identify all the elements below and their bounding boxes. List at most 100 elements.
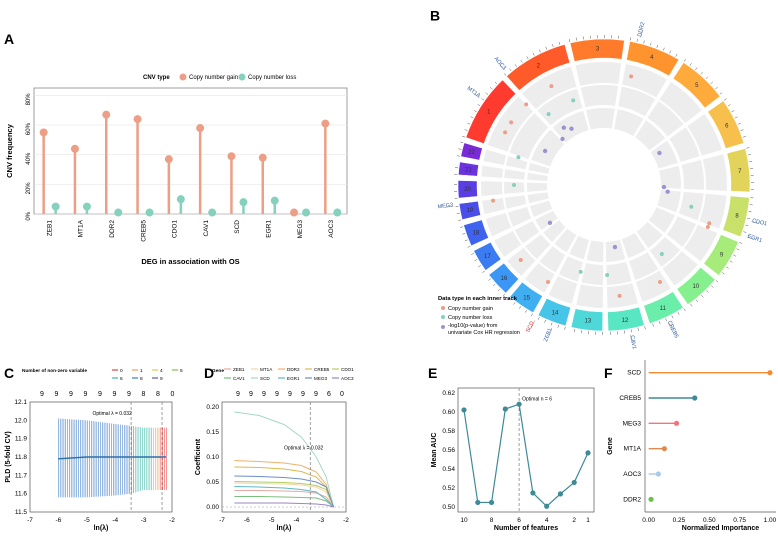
circos-track-background [507, 206, 532, 227]
panel-c-ytick: 11.8 [15, 454, 28, 461]
panel-a-loss-point [239, 198, 248, 207]
circos-tick [502, 293, 506, 297]
circos-track-background [525, 234, 551, 260]
panel-label-a: A [4, 31, 14, 47]
panel-a-xtick: EGR1 [265, 220, 272, 238]
panel-d-xtick: -4 [294, 517, 300, 524]
circos-track-background [535, 210, 558, 231]
circos-chromosome-label: 13 [584, 319, 591, 325]
circos-tick [736, 248, 740, 251]
circos-chromosome-label: 15 [523, 295, 530, 301]
panel-d-coef-line [234, 490, 335, 508]
panel-a-loss-point [208, 208, 217, 217]
circos-gene-label: CAV1 [629, 335, 637, 350]
circos-gene-leader [630, 334, 632, 343]
circos-tick [490, 87, 493, 90]
panel-e-xlabel: Number of features [494, 525, 558, 532]
circos-tick [675, 53, 678, 57]
circos-gene-leader [498, 64, 505, 71]
panel-d-ytick: 0.20 [206, 404, 219, 411]
circos-chromosome-segment [463, 219, 489, 247]
circos-track-background [543, 220, 566, 242]
circos-track-background [618, 86, 656, 117]
circos-cnv-point [571, 98, 576, 103]
circos-cnv-point [516, 155, 521, 160]
circos-track-background [531, 129, 565, 167]
circos-track-background [514, 221, 540, 244]
circos-gene-leader [531, 320, 536, 328]
panel-a-loss-point [333, 208, 342, 217]
circos-tick [564, 326, 566, 330]
panel-c-top-count: 8 [142, 391, 146, 398]
circos-tick [467, 245, 471, 248]
panel-d-coef-line [234, 475, 335, 508]
panel-e-xtick: 4 [545, 517, 549, 524]
panel-a-chart: 0% 20% 40% 60% 80% ZEB1 MT1A DDR2 CREB5 CDO1 CAV1 S… [5, 73, 348, 266]
circos-gene-label: SCD [525, 321, 536, 334]
circos-track-background [507, 247, 536, 277]
panel-e-xtick: 6 [517, 517, 521, 524]
panel-f-xtick: 0.25 [673, 517, 686, 524]
circos-chromosome-segment [473, 241, 502, 271]
circos-chromosome-segment [458, 200, 481, 220]
circos-tick [689, 63, 692, 66]
circos-tick [503, 73, 507, 76]
circos-chromosome-label: 14 [552, 310, 559, 316]
circos-chromosome-segment [458, 161, 479, 177]
circos-tick [727, 104, 731, 107]
panel-a-legend-gain-label: Copy number gain [189, 75, 238, 81]
panel-c-legend-label: 0 [120, 368, 123, 374]
circos-gene-label: CREB5 [666, 320, 679, 339]
panel-a-plot-frame [33, 87, 348, 215]
panel-c-ytick: 11.6 [15, 491, 28, 498]
panel-e-auc-point [557, 491, 564, 497]
circos-gene-leader [746, 236, 755, 240]
panel-a-gain-point [196, 124, 205, 133]
circos-tick [509, 68, 512, 72]
circos-tick [658, 321, 661, 325]
circos-chromosome-label: 9 [720, 252, 724, 258]
panel-c-top-count: 9 [127, 391, 131, 398]
circos-track-background [580, 84, 618, 108]
panel-d-ytick: 0.00 [206, 504, 219, 511]
circos-track-background [504, 181, 525, 194]
panel-f-point [655, 471, 661, 477]
panel-f-ytick: DDR2 [623, 496, 641, 503]
circos-tick [742, 136, 746, 138]
circos-tick [462, 233, 466, 235]
circos-track-background [524, 263, 555, 293]
circos-cnv-point [629, 74, 634, 79]
circos-tick [711, 285, 714, 288]
circos-track-background [554, 228, 577, 253]
panel-d-coef-line [234, 486, 334, 508]
circos-tick [538, 49, 541, 53]
panel-e-xtick: 8 [490, 517, 494, 524]
circos-tick [748, 211, 752, 213]
circos-gene-label: ZEB1 [543, 328, 553, 343]
panel-d-legend-label: AOC3 [341, 376, 354, 381]
circos-chromosome-label: 22 [468, 150, 475, 156]
circos-track-background [481, 165, 504, 178]
panel-e-auc-point [530, 490, 536, 496]
panel-c-xtick: -5 [84, 517, 90, 524]
panel-e-ytick: 0.62 [442, 390, 455, 397]
circos-tick [568, 39, 571, 43]
circos-tick [726, 266, 729, 269]
panel-d-legend-label: MEG3 [314, 376, 327, 381]
circos-track-background [622, 63, 667, 98]
panel-d-coef-line [234, 460, 335, 508]
circos-tick [458, 148, 462, 150]
panel-c-top-count: 0 [171, 391, 175, 398]
panel-a-xtick: DDR2 [109, 220, 116, 238]
circos-chromosome-label: 2 [537, 63, 541, 69]
circos-cnv-point [578, 269, 583, 274]
circos-tick [706, 290, 709, 293]
panel-d-coef-line [234, 481, 335, 508]
circos-legend-loss: Copy number loss [448, 315, 493, 321]
panel-a-loss-point [270, 196, 279, 205]
panel-d-top-count: 9 [301, 391, 305, 398]
panel-d-xtick: -2 [343, 517, 349, 524]
panel-e-auc-point [571, 479, 577, 486]
panel-d-top-count: 9 [262, 391, 266, 398]
circos-track-background [539, 246, 566, 273]
